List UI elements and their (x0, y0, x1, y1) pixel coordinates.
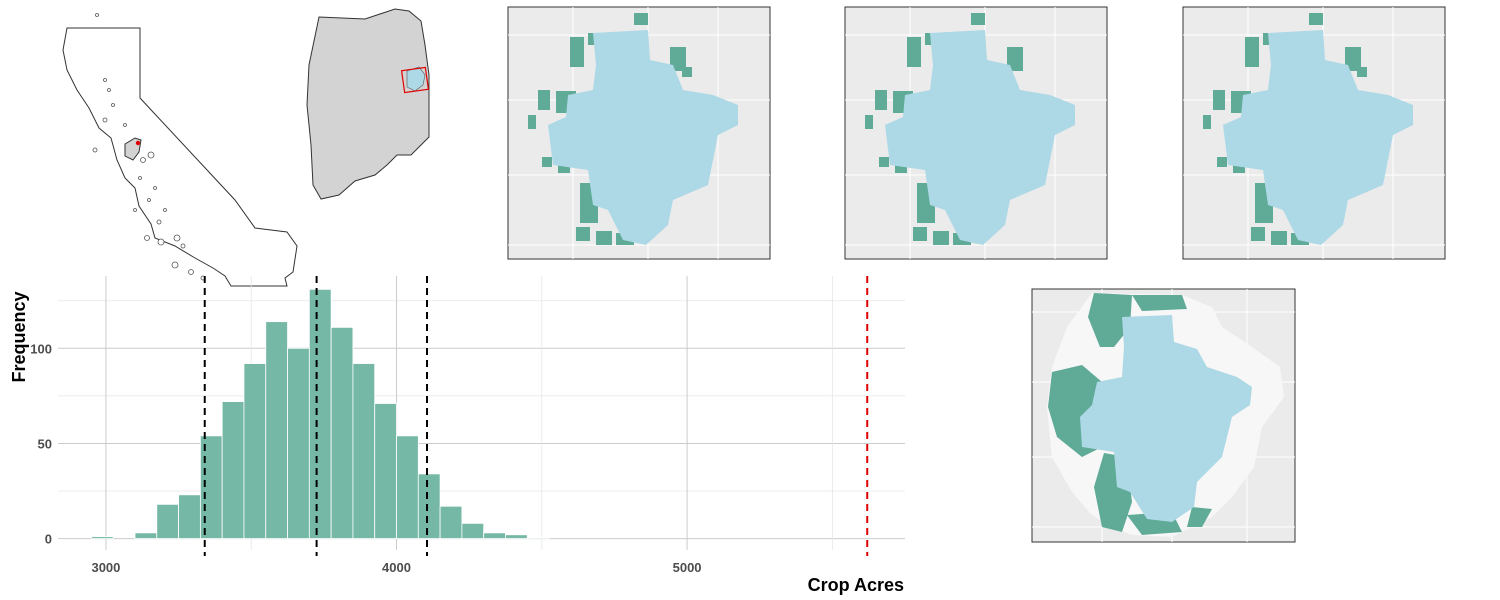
histogram-bar (308, 288, 332, 539)
histogram-bar (221, 401, 245, 539)
histogram-bar (91, 536, 114, 539)
crop-map-1 (507, 6, 771, 260)
histogram-bar (134, 532, 158, 539)
study-area-box (400, 66, 430, 94)
histogram-bar (417, 473, 441, 539)
histogram-bar (461, 522, 485, 539)
county-locator-map (306, 8, 430, 200)
histogram-bars (91, 288, 550, 539)
x-axis-label: Crop Acres (808, 575, 904, 595)
urban-areas (92, 13, 206, 281)
state-outline (62, 27, 298, 287)
x-tick-label: 3000 (91, 560, 120, 575)
y-tick-label: 50 (38, 436, 52, 451)
histogram-bar (505, 534, 528, 539)
crop-map-2 (844, 6, 1108, 260)
histogram-bar (178, 494, 201, 539)
urban-footprint (548, 30, 738, 245)
histogram-bar (374, 403, 397, 539)
crop-map-3 (1182, 6, 1446, 260)
histogram-bar (243, 363, 267, 539)
county-outline (306, 8, 430, 200)
y-tick-label: 100 (30, 341, 52, 356)
urban-footprint (1223, 30, 1413, 245)
histogram-bar (287, 347, 310, 539)
reference-lines (203, 276, 869, 556)
grid (58, 276, 905, 550)
urban-footprint (1080, 315, 1252, 522)
histogram-bar (330, 326, 354, 539)
x-tick-labels: 3000 4000 5000 (91, 560, 701, 575)
histogram-bar (439, 505, 463, 539)
histogram-bar (526, 537, 550, 539)
state-locator-map (62, 13, 298, 287)
x-tick-label: 4000 (382, 560, 411, 575)
crop-map-buffered (1031, 288, 1296, 543)
crop-acres-histogram: 3000 4000 5000 0 50 100 Crop Acres Frequency (9, 276, 905, 595)
histogram-bar (199, 435, 223, 539)
y-tick-labels: 0 50 100 (30, 341, 52, 546)
study-area-marker (135, 140, 141, 146)
histogram-bar (483, 532, 506, 539)
histogram-bar (265, 321, 288, 539)
y-axis-label: Frequency (9, 291, 29, 382)
y-tick-label: 0 (45, 532, 52, 547)
x-tick-label: 5000 (673, 560, 702, 575)
urban-footprint (885, 30, 1075, 245)
histogram-bar (156, 503, 179, 539)
histogram-bar (352, 363, 376, 539)
histogram-bar (396, 435, 419, 539)
county-urban-area (406, 66, 426, 92)
